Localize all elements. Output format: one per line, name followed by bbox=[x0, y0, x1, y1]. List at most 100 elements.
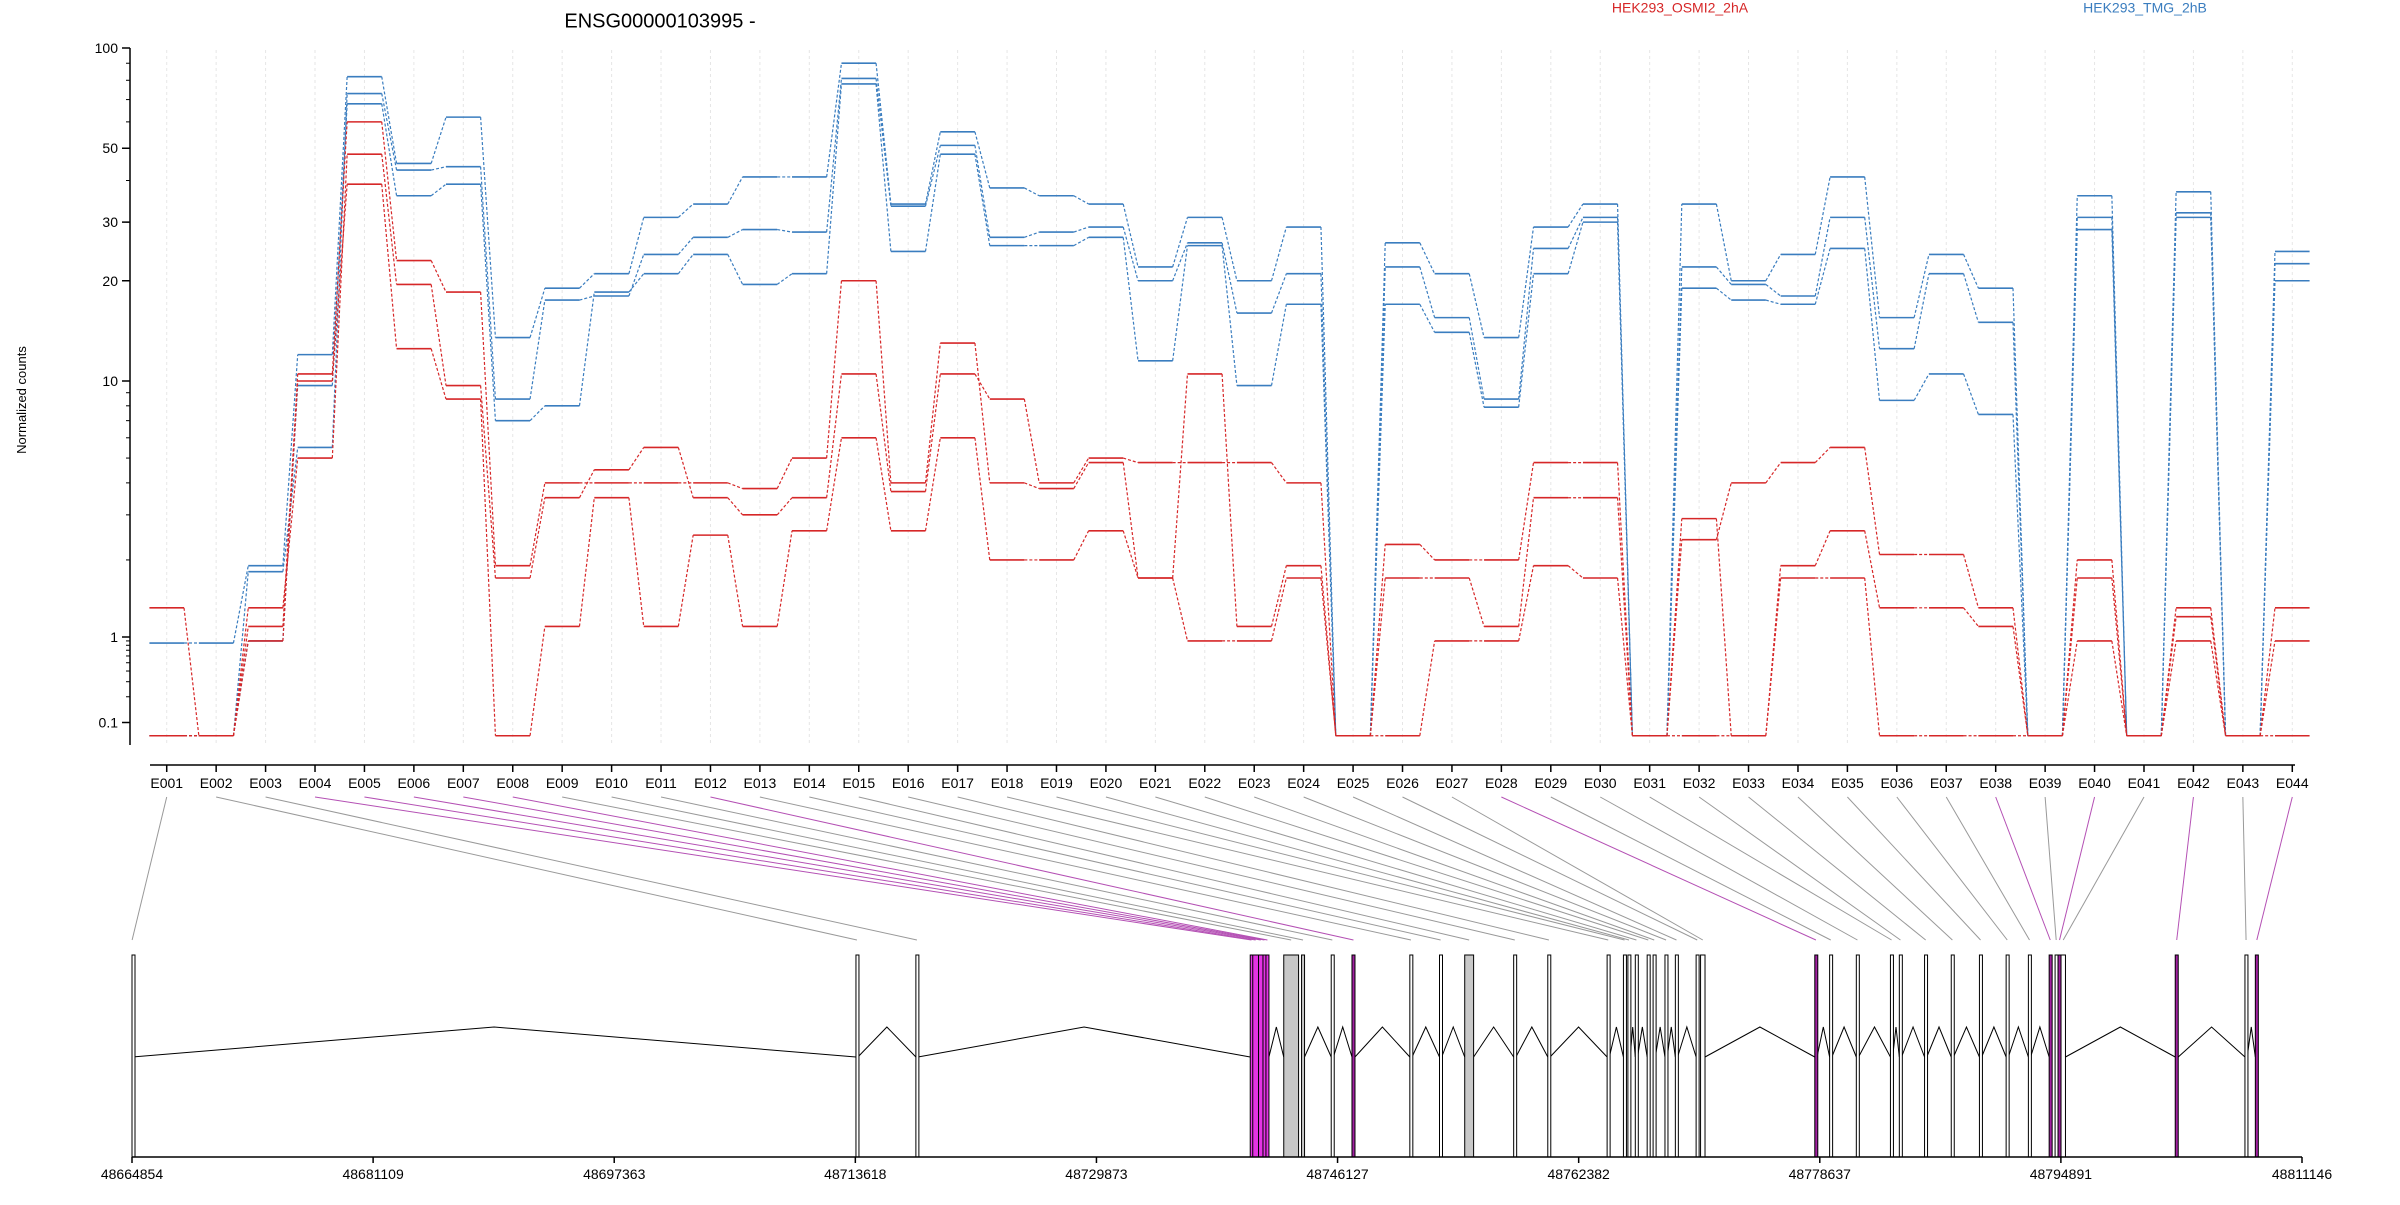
series-connector bbox=[1962, 373, 1979, 415]
series-connector bbox=[1962, 554, 1979, 608]
series-connector bbox=[1468, 332, 1485, 408]
series-5 bbox=[149, 153, 2310, 737]
series-connector bbox=[2012, 626, 2029, 736]
series-connector bbox=[1073, 530, 1090, 561]
intron-line bbox=[1441, 1025, 1466, 1058]
exon-block-e008 bbox=[1265, 954, 1270, 1158]
series-connector bbox=[331, 93, 348, 448]
series-connector bbox=[826, 373, 843, 498]
exon-connector bbox=[2062, 796, 2145, 941]
series-connector bbox=[2160, 640, 2177, 736]
x-tick-label: E005 bbox=[348, 775, 381, 791]
series-connector bbox=[1666, 288, 1683, 736]
exon-connector-layer bbox=[131, 796, 2293, 941]
x-tick-label: E001 bbox=[150, 775, 183, 791]
series-connector bbox=[924, 145, 941, 207]
genome-tick-label: 48713618 bbox=[824, 1166, 887, 1182]
series-connector bbox=[1715, 203, 1732, 281]
series-connector bbox=[480, 166, 497, 400]
intron-line bbox=[1831, 1025, 1857, 1058]
series-connector bbox=[1814, 530, 1831, 566]
exon-connector bbox=[1995, 796, 2051, 941]
series-connector bbox=[1518, 497, 1535, 627]
exon-block-e010 bbox=[1301, 954, 1306, 1158]
series-3 bbox=[149, 83, 2310, 737]
series-connector bbox=[1567, 217, 1584, 249]
series-connector bbox=[727, 254, 744, 285]
exon-connector bbox=[1649, 796, 1892, 941]
series-connector bbox=[1073, 236, 1089, 247]
exon-block-e037 bbox=[2027, 954, 2032, 1158]
x-tick-label: E035 bbox=[1831, 775, 1864, 791]
exon-block-e029 bbox=[1829, 954, 1834, 1158]
exon-connector bbox=[216, 796, 858, 941]
series-connector bbox=[480, 291, 497, 566]
x-tick-label: E023 bbox=[1238, 775, 1271, 791]
series-connector bbox=[1716, 287, 1732, 301]
exon-block-e003 bbox=[915, 954, 920, 1158]
y-tick-label: 20 bbox=[102, 273, 118, 289]
intron-line bbox=[1354, 1026, 1411, 1058]
series-connector bbox=[1616, 222, 1633, 736]
legend-label-tmg: HEK293_TMG_2hB bbox=[2083, 0, 2207, 16]
exon-connector bbox=[1797, 796, 1953, 941]
series-connector bbox=[430, 284, 447, 386]
series-connector bbox=[924, 373, 941, 492]
exon-block-e005 bbox=[1252, 954, 1260, 1158]
exon-connector bbox=[2256, 796, 2293, 941]
series-connector bbox=[1518, 462, 1535, 561]
x-tick-label: E028 bbox=[1485, 775, 1518, 791]
x-tick-label: E030 bbox=[1584, 775, 1617, 791]
x-tick-label: E034 bbox=[1782, 775, 1815, 791]
genome-axis: 48664854 48681109 48697363 48713618 48729873… bbox=[101, 1156, 2332, 1182]
exon-connector bbox=[1155, 796, 1637, 941]
exon-block-e041 bbox=[2060, 954, 2066, 1158]
series-connector bbox=[1369, 544, 1386, 736]
series-connector bbox=[1864, 530, 1881, 608]
series-connector bbox=[1320, 304, 1337, 736]
exon-block-e035 bbox=[1978, 954, 1983, 1158]
series-connector bbox=[529, 626, 546, 736]
series-connector bbox=[1221, 217, 1238, 281]
exon-connector bbox=[512, 796, 1268, 941]
series-connector bbox=[727, 482, 743, 490]
x-tick-label: E011 bbox=[645, 775, 677, 791]
exon-block-e021 bbox=[1634, 954, 1639, 1158]
intron-line bbox=[1901, 1025, 1926, 1058]
x-tick-label: E024 bbox=[1287, 775, 1320, 791]
series-connector bbox=[826, 437, 843, 531]
exon-connector bbox=[1056, 796, 1625, 941]
series-connector bbox=[1221, 242, 1238, 314]
series-connector bbox=[381, 184, 398, 349]
intron-line bbox=[1816, 1026, 1831, 1058]
intron-line bbox=[1704, 1026, 1816, 1058]
series-connector bbox=[381, 93, 398, 171]
series-connector bbox=[381, 121, 398, 261]
intron-line bbox=[1473, 1026, 1515, 1058]
exon-block-e026 bbox=[1695, 954, 1700, 1158]
exon-block-e023 bbox=[1652, 954, 1657, 1158]
series-connector bbox=[529, 497, 546, 579]
series-connector bbox=[282, 373, 299, 627]
intron-line bbox=[1858, 1025, 1891, 1058]
exon-connector bbox=[611, 796, 1304, 941]
series-layer bbox=[149, 62, 2310, 737]
series-connector bbox=[1666, 204, 1683, 736]
genome-tick-label: 48762382 bbox=[1548, 1166, 1611, 1182]
exon-block-e020 bbox=[1627, 954, 1632, 1158]
series-connector bbox=[578, 291, 595, 406]
series-connector bbox=[628, 273, 645, 293]
series-connector bbox=[1666, 518, 1683, 736]
x-tick-label: E004 bbox=[299, 775, 332, 791]
exon-connector bbox=[265, 796, 918, 941]
exon-connector bbox=[1698, 796, 1901, 941]
series-connector bbox=[924, 437, 941, 531]
intron-line bbox=[1268, 1026, 1285, 1058]
series-connector bbox=[776, 457, 793, 489]
x-tick-label: E019 bbox=[1040, 775, 1073, 791]
series-connector bbox=[924, 342, 941, 483]
series-2 bbox=[149, 77, 2310, 737]
series-connector bbox=[579, 295, 595, 301]
series-connector bbox=[1468, 317, 1485, 400]
genome-tick-label: 48664854 bbox=[101, 1166, 164, 1182]
